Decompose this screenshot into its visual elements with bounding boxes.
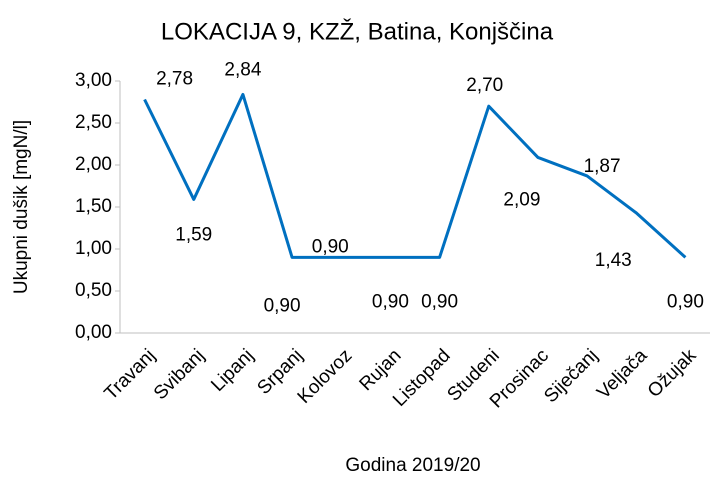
data-label: 2,84: [224, 59, 261, 80]
data-label: 2,09: [503, 189, 540, 210]
y-tick-label: 2,00: [75, 154, 112, 175]
chart-title: LOKACIJA 9, KZŽ, Batina, Konjščina: [161, 18, 554, 45]
data-label: 1,87: [584, 156, 621, 177]
y-tick-label: 2,50: [75, 112, 112, 133]
data-label: 0,90: [372, 291, 409, 312]
y-tick-label: 1,50: [75, 196, 112, 217]
x-axis-title: Godina 2019/20: [345, 455, 480, 476]
x-tick-label: Lipanj: [207, 345, 258, 396]
data-line: [143, 92, 687, 259]
data-label: 2,70: [466, 75, 503, 96]
y-tick-label: 3,00: [75, 70, 112, 91]
data-label: 0,90: [421, 291, 458, 312]
x-tick-label: Siječanj: [540, 345, 602, 407]
y-tick-label: 0,50: [75, 280, 112, 301]
data-label: 1,59: [175, 224, 212, 245]
y-tick-label: 0,00: [75, 322, 112, 343]
data-label: 0,90: [667, 291, 704, 312]
x-tick-label: Kolovoz: [294, 345, 357, 408]
x-tick-label: Ožujak: [644, 345, 701, 402]
y-tick-label: 1,00: [75, 238, 112, 259]
data-label: 1,43: [595, 250, 632, 271]
x-tick-label: Veljača: [593, 345, 651, 403]
data-label: 2,78: [156, 68, 193, 89]
y-axis-title: Ukupni dušik [mgN/l]: [11, 120, 32, 294]
x-tick-label: Travanj: [101, 345, 160, 404]
x-tick-label: Svibanj: [150, 345, 209, 404]
data-label: 0,90: [264, 295, 301, 316]
data-label: 0,90: [312, 236, 349, 257]
